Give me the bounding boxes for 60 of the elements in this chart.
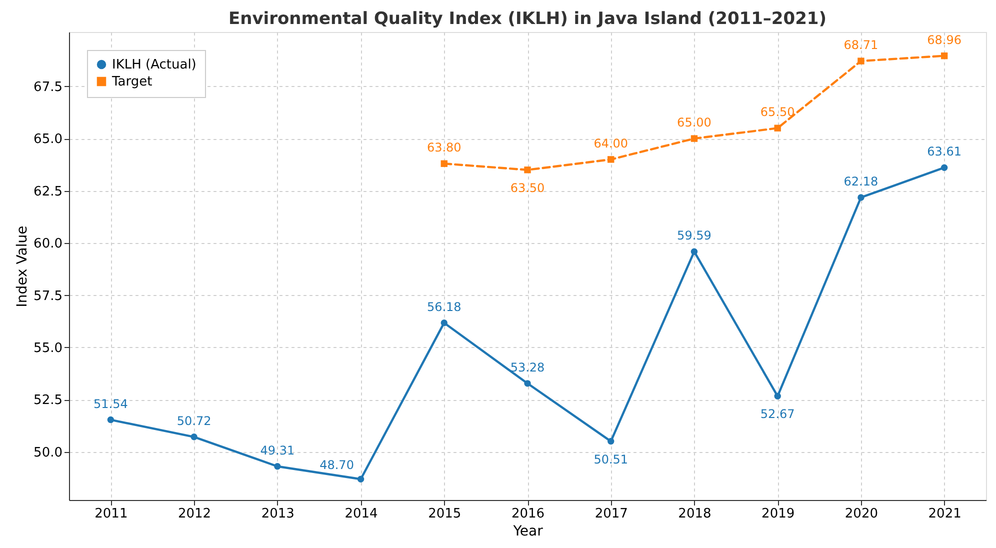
y-tick-label: 62.5 bbox=[34, 184, 62, 200]
point bbox=[858, 194, 864, 201]
point bbox=[107, 416, 114, 424]
point bbox=[690, 135, 698, 142]
data-label: 68.96 bbox=[927, 32, 962, 47]
point bbox=[858, 58, 864, 64]
y-tick-label: 55.0 bbox=[34, 340, 62, 356]
point bbox=[274, 463, 281, 470]
x-tick-label: 2016 bbox=[511, 506, 545, 522]
data-label: 56.18 bbox=[426, 300, 462, 314]
point bbox=[774, 124, 781, 132]
data-label: 62.18 bbox=[844, 174, 878, 188]
x-tick-label: 2013 bbox=[261, 506, 294, 522]
data-label: 48.70 bbox=[320, 458, 354, 472]
y-tick-label: 65.0 bbox=[34, 132, 62, 148]
point bbox=[690, 248, 698, 255]
data-label: 63.61 bbox=[927, 144, 962, 159]
x-tick-label: 2021 bbox=[928, 506, 962, 522]
point bbox=[357, 476, 364, 482]
point bbox=[440, 319, 448, 326]
x-tick-label: 2012 bbox=[178, 506, 212, 522]
x-tick-label: 2011 bbox=[94, 506, 128, 522]
x-tick-label: 2017 bbox=[594, 506, 628, 522]
chart-title: Environmental Quality Index (IKLH) in Java Island (2011–2021) bbox=[228, 9, 827, 29]
data-label: 49.31 bbox=[260, 443, 295, 458]
data-label: 65.00 bbox=[677, 116, 712, 130]
x-tick-label: 2014 bbox=[344, 506, 378, 522]
data-label: 53.28 bbox=[510, 360, 545, 374]
point bbox=[608, 156, 614, 163]
data-label: 52.67 bbox=[760, 407, 795, 422]
y-tick-label: 60.0 bbox=[34, 236, 62, 252]
legend-label: IKLH (Actual) bbox=[112, 58, 196, 72]
legend-label: Target bbox=[111, 74, 152, 90]
y-tick-label: 67.5 bbox=[34, 80, 62, 95]
data-label: 50.51 bbox=[594, 452, 628, 466]
point bbox=[524, 166, 531, 174]
y-tick-label: 57.5 bbox=[34, 288, 62, 304]
x-tick-label: 2020 bbox=[844, 506, 878, 522]
point bbox=[608, 438, 614, 445]
point bbox=[524, 380, 531, 387]
data-label: 59.59 bbox=[677, 228, 712, 243]
data-label: 63.80 bbox=[426, 140, 462, 155]
y-axis-title: Index Value bbox=[14, 226, 31, 308]
point bbox=[940, 52, 948, 60]
data-label: 51.54 bbox=[94, 396, 128, 411]
point bbox=[940, 164, 948, 171]
x-tick-label: 2019 bbox=[762, 506, 795, 522]
data-label: 65.50 bbox=[760, 105, 795, 120]
x-axis-title: Year bbox=[512, 524, 544, 540]
data-label: 64.00 bbox=[594, 136, 628, 150]
y-tick-label: 52.5 bbox=[34, 393, 62, 408]
point bbox=[440, 160, 448, 167]
point bbox=[190, 434, 198, 440]
point bbox=[774, 392, 781, 400]
x-tick-label: 2018 bbox=[678, 506, 712, 522]
data-label: 68.71 bbox=[844, 38, 878, 52]
data-label: 63.50 bbox=[510, 180, 545, 195]
data-label: 50.72 bbox=[176, 414, 212, 428]
y-tick-label: 50.0 bbox=[34, 445, 62, 460]
x-tick-label: 2015 bbox=[428, 506, 462, 522]
